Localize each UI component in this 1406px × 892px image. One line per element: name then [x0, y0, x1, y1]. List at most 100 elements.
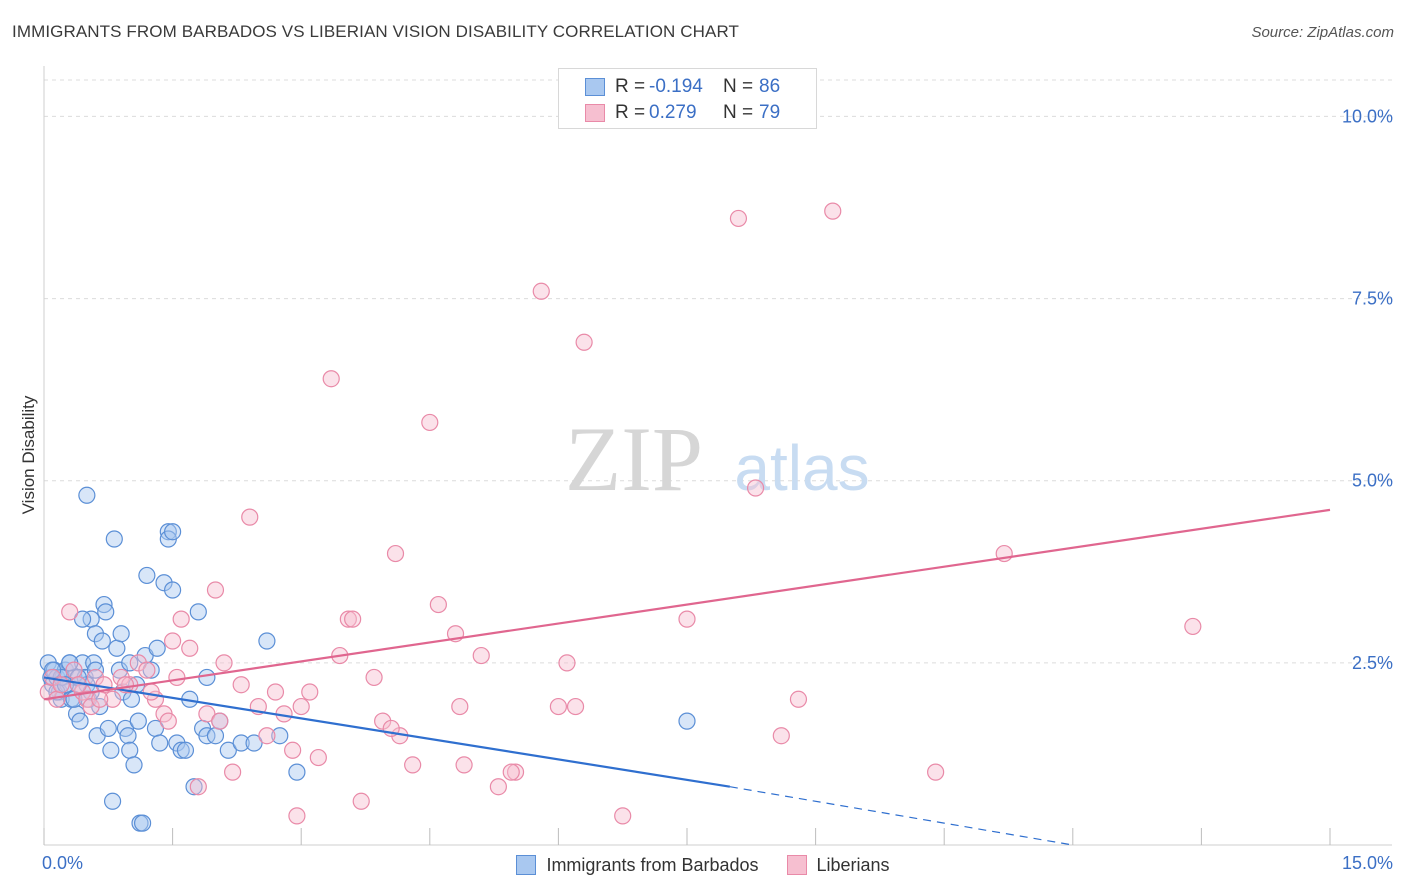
- legend-swatch-blue: [585, 78, 605, 96]
- y-axis-label: Vision Disability: [19, 395, 38, 514]
- point-liberians: [404, 756, 422, 774]
- legend-label-barbados: Immigrants from Barbados: [546, 854, 759, 875]
- trend-line-barbados-extension: [729, 786, 1073, 846]
- point-liberians: [82, 697, 100, 716]
- point-liberians: [502, 763, 520, 781]
- legend-n-label: N =: [723, 102, 754, 123]
- point-liberians: [566, 697, 585, 716]
- point-barbados: [164, 581, 182, 599]
- point-barbados: [103, 792, 122, 810]
- point-liberians: [789, 690, 808, 708]
- point-liberians: [292, 697, 310, 716]
- point-barbados: [159, 523, 177, 541]
- point-barbados: [86, 661, 105, 679]
- gridlines: [44, 79, 1392, 664]
- point-barbados: [151, 734, 169, 752]
- axes: [43, 66, 1392, 846]
- point-liberians: [506, 763, 525, 781]
- point-barbados: [125, 756, 143, 774]
- point-liberians: [472, 646, 490, 665]
- point-liberians: [575, 333, 593, 351]
- trend-lines: [43, 508, 1331, 846]
- point-liberians: [103, 690, 122, 708]
- point-liberians: [129, 654, 147, 672]
- point-liberians: [258, 727, 276, 745]
- point-liberians: [729, 209, 748, 228]
- point-liberians: [65, 661, 83, 679]
- point-liberians: [288, 807, 306, 825]
- point-liberians: [224, 763, 242, 781]
- y-tick-label: 2.5%: [1352, 653, 1393, 673]
- point-liberians: [172, 610, 190, 628]
- point-liberians: [927, 763, 945, 781]
- point-barbados: [129, 712, 147, 730]
- legend-swatch-blue: [516, 855, 537, 875]
- watermark-atlas: atlas: [734, 432, 869, 504]
- point-barbados: [138, 566, 156, 585]
- legend-r-value: -0.194: [649, 76, 703, 97]
- point-barbados: [93, 632, 111, 650]
- point-liberians: [198, 705, 216, 723]
- point-barbados: [271, 727, 289, 745]
- point-liberians: [549, 697, 568, 716]
- point-liberians: [159, 712, 177, 730]
- legend-label-liberians: Liberians: [816, 854, 890, 875]
- point-liberians: [429, 595, 447, 614]
- point-barbados: [119, 727, 137, 745]
- point-liberians: [489, 778, 507, 796]
- point-liberians: [824, 202, 842, 220]
- point-barbados: [288, 763, 306, 781]
- point-liberians: [309, 748, 327, 767]
- point-liberians: [352, 792, 370, 810]
- point-barbados: [71, 712, 89, 730]
- correlation-legend: R = -0.194 N = 86 R = 0.279 N = 79: [558, 68, 817, 129]
- point-barbados: [164, 523, 182, 541]
- point-barbados: [78, 486, 96, 504]
- point-liberians: [215, 654, 233, 672]
- point-barbados: [678, 712, 696, 730]
- data-points: [39, 202, 1202, 832]
- point-barbados: [258, 632, 276, 650]
- point-barbados: [148, 639, 166, 657]
- point-barbados: [97, 603, 115, 621]
- point-barbados: [73, 610, 92, 628]
- point-liberians: [614, 807, 632, 825]
- legend-r-label: R =: [615, 76, 646, 97]
- chart-title: IMMIGRANTS FROM BARBADOS VS LIBERIAN VIS…: [12, 22, 739, 41]
- point-barbados: [112, 625, 130, 643]
- point-liberians: [678, 610, 696, 628]
- point-barbados: [102, 741, 120, 759]
- legend-item-liberians[interactable]: Liberians: [786, 854, 890, 876]
- legend-item-barbados[interactable]: Immigrants from Barbados: [516, 854, 759, 876]
- legend-n-value: 86: [759, 76, 781, 97]
- point-liberians: [455, 756, 473, 774]
- y-tick-label: 10.0%: [1342, 106, 1393, 126]
- point-liberians: [374, 712, 392, 730]
- series-legend: Immigrants from Barbados Liberians: [0, 852, 1406, 878]
- point-liberians: [532, 282, 550, 300]
- legend-n-label: N =: [723, 76, 754, 97]
- legend-row-liberians: R = 0.279 N = 79: [585, 101, 780, 125]
- point-liberians: [211, 712, 229, 730]
- x-tick-label: 0.0%: [42, 853, 83, 873]
- point-liberians: [189, 778, 207, 796]
- point-liberians: [344, 610, 362, 628]
- point-barbados: [155, 574, 173, 592]
- point-barbados: [122, 690, 141, 708]
- point-liberians: [206, 581, 225, 599]
- point-barbados: [133, 814, 152, 832]
- point-liberians: [168, 668, 186, 687]
- point-liberians: [181, 639, 199, 657]
- point-barbados: [189, 603, 207, 621]
- point-liberians: [266, 683, 285, 701]
- point-liberians: [365, 668, 383, 687]
- point-liberians: [142, 683, 160, 701]
- x-tick-label: 15.0%: [1342, 853, 1393, 873]
- point-barbados: [105, 530, 123, 548]
- point-liberians: [772, 727, 790, 745]
- source-label: Source: ZipAtlas.com: [1251, 24, 1394, 41]
- point-liberians: [746, 479, 765, 497]
- point-barbados: [86, 625, 105, 643]
- legend-r-value: 0.279: [649, 102, 697, 123]
- point-liberians: [558, 654, 576, 672]
